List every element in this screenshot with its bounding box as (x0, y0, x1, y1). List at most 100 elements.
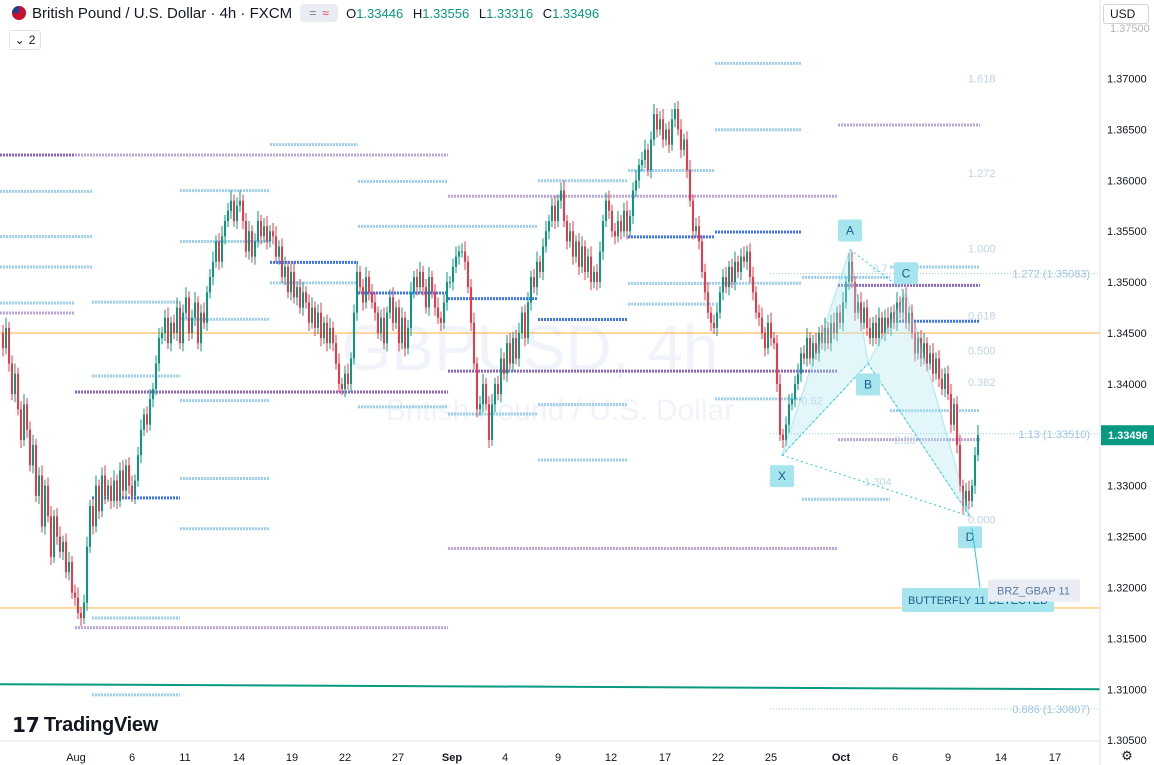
candle-body (218, 241, 220, 262)
low-label: L (478, 5, 487, 21)
candle-body (797, 373, 799, 384)
candle-body (56, 516, 58, 537)
candle-body (920, 338, 922, 359)
tradingview-logo[interactable]: 17 TradingView (12, 713, 158, 737)
candle-body (230, 200, 232, 211)
candle-body (71, 562, 73, 593)
fib-label-0: 1.618 (968, 74, 996, 86)
replay-toggle[interactable]: = ≈ (300, 4, 339, 22)
x-tick-8: 4 (502, 752, 508, 764)
candle-body (473, 322, 475, 364)
candle-body (398, 307, 400, 344)
candle-body (944, 373, 946, 389)
candle-body (116, 480, 118, 501)
pattern-point-b-box (856, 373, 880, 396)
candle-body (404, 317, 406, 349)
candle-body (38, 475, 40, 496)
candle-body (737, 261, 739, 272)
candle-body (311, 307, 313, 323)
candle-body (836, 312, 838, 333)
candle-body (206, 292, 208, 323)
brz-label: BRZ_GBAP 11 (997, 586, 1070, 598)
candle-body (713, 322, 715, 328)
candle-body (104, 475, 106, 496)
candle-body (674, 109, 676, 120)
candle-body (692, 200, 694, 232)
candle-body (965, 490, 967, 507)
y-tick-9: 1.32500 (1107, 532, 1147, 544)
moving-average-line (0, 683, 1101, 691)
candle-body (20, 409, 22, 440)
candle-body (164, 317, 166, 333)
candle-body (305, 292, 307, 303)
indicators-toggle[interactable]: ⌄ 2 (9, 30, 41, 50)
candle-body (815, 343, 817, 354)
candle-body (212, 261, 214, 278)
x-tick-17: 14 (995, 752, 1007, 764)
candle-body (722, 277, 724, 293)
x-tick-9: 9 (555, 752, 561, 764)
candle-body (605, 200, 607, 222)
low-value: 1.33316 (486, 5, 534, 21)
candle-body (170, 322, 172, 344)
candle-body (536, 261, 538, 288)
candle-body (455, 256, 457, 267)
candle-body (959, 444, 961, 486)
candle-body (191, 317, 193, 333)
candle-body (707, 292, 709, 313)
candle-body (506, 343, 508, 374)
candle-body (278, 246, 280, 257)
candle-body (539, 261, 541, 272)
candle-body (659, 119, 661, 130)
candle-body (89, 506, 91, 547)
candle-body (32, 444, 34, 466)
candle-body (557, 200, 559, 222)
x-tick-10: 12 (605, 752, 617, 764)
candle-body (656, 114, 658, 130)
candle-body (239, 200, 241, 206)
candle-body (197, 302, 199, 344)
symbol-title[interactable]: British Pound / U.S. Dollar · 4h · FXCM (32, 4, 293, 22)
candle-body (878, 317, 880, 339)
pattern-point-a: A (846, 224, 854, 238)
candle-body (242, 200, 244, 222)
candle-body (47, 485, 49, 517)
candle-body (917, 338, 919, 354)
candle-body (527, 302, 529, 339)
candle-body (95, 485, 97, 527)
candle-body (299, 287, 301, 308)
candle-body (401, 317, 403, 344)
currency-select[interactable]: USD (1103, 4, 1149, 24)
x-tick-18: 17 (1049, 752, 1061, 764)
candle-body (788, 404, 790, 425)
candle-body (932, 353, 934, 374)
candle-body (62, 541, 64, 552)
candle-body (497, 383, 499, 395)
high-label: H (412, 5, 423, 21)
candle-body (77, 597, 79, 613)
candle-body (215, 241, 217, 262)
candle-body (428, 277, 430, 308)
candle-body (962, 485, 964, 507)
settings-gear-icon[interactable]: ⚙ (1121, 748, 1133, 763)
candle-body (263, 226, 265, 237)
wave-icon: ≈ (322, 6, 329, 20)
candle-body (800, 353, 802, 374)
x-tick-13: 25 (765, 752, 777, 764)
candle-body (578, 241, 580, 267)
candle-body (908, 312, 910, 323)
candle-body (860, 302, 862, 323)
candle-body (833, 322, 835, 333)
candle-body (956, 404, 958, 445)
x-tick-5: 22 (339, 752, 351, 764)
candle-body (929, 353, 931, 364)
candle-body (17, 373, 19, 410)
candle-body (107, 485, 109, 496)
pattern-point-a-box (838, 219, 862, 242)
candle-body (647, 149, 649, 171)
candle-body (320, 312, 322, 339)
fib-label-1: 1.272 (968, 168, 996, 180)
level-label-1: 1.13 (1.33510) (1018, 429, 1090, 441)
candle-body (776, 343, 778, 384)
